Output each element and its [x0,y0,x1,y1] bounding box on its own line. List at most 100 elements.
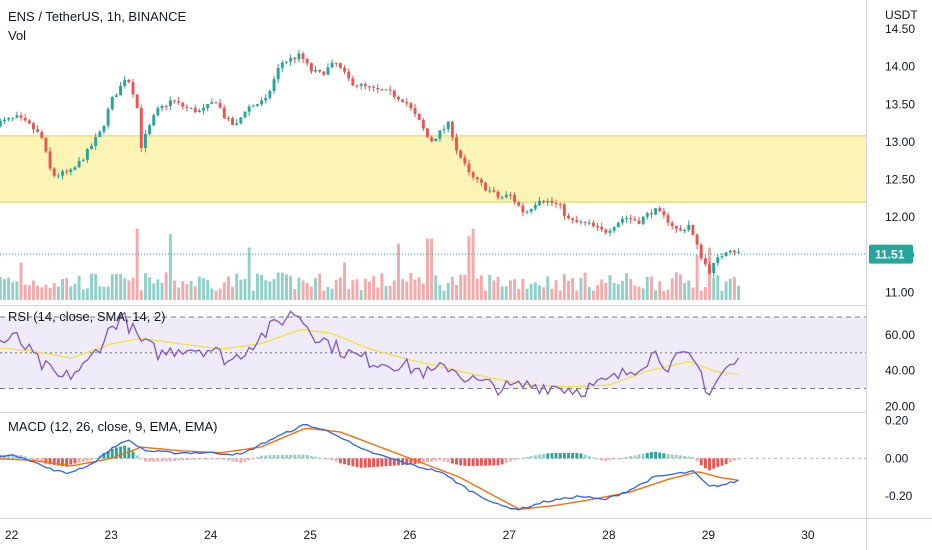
volume-bar [728,278,732,300]
candle-body [587,222,591,224]
candle-body [388,89,392,91]
candle-body [484,182,488,191]
volume-bar [571,278,575,300]
candle-body [737,252,741,254]
volume-bar [417,277,421,300]
volume-bar [550,288,554,300]
macd-histogram-bar [293,454,297,459]
volume-bar [654,290,658,300]
volume-bar [392,280,396,300]
macd-histogram-bar [52,458,56,465]
volume-bar [376,287,380,300]
macd-histogram-bar [417,458,421,464]
macd-histogram-bar [193,458,197,460]
volume-bar [119,274,123,300]
volume-bar [695,255,699,300]
candle-body [268,90,272,98]
macd-histogram-bar [173,458,176,461]
volume-bar [260,274,264,300]
candle-body [280,62,284,68]
macd-histogram-bar [708,458,711,471]
volume-bar [496,276,500,300]
candle-body [152,115,156,126]
candle-body [600,226,604,230]
candle-body [513,194,517,203]
candle-body [637,220,641,224]
macd-histogram-bar [500,458,504,465]
candle-body [264,97,268,101]
rsi-label[interactable]: RSI (14, close, SMA, 14, 2) [8,309,166,324]
volume-label[interactable]: Vol [8,28,26,43]
volume-bar [683,283,687,300]
macd-histogram-bar [260,455,264,459]
volume-bar [629,278,633,300]
volume-bar [326,287,330,300]
volume-bar [666,289,670,300]
candle-body [343,67,346,72]
candle-body [15,115,19,118]
macd-histogram-bar [596,458,599,460]
volume-bar [529,283,533,300]
macd-histogram-bar [185,458,189,461]
macd-label[interactable]: MACD (12, 26, close, 9, EMA, EMA) [8,419,218,434]
candle-body [23,117,27,121]
volume-bar [488,274,492,300]
candle-body [538,200,541,206]
macd-histogram-bar [280,454,284,459]
volume-bar [455,285,458,300]
macd-histogram-bar [114,447,118,459]
volume-bar [156,279,160,300]
volume-bar [293,289,297,300]
candle-body [376,87,380,90]
volume-bar [114,273,118,300]
volume-bar [94,273,98,300]
rsi-tick-label: 40.00 [885,364,915,378]
macd-histogram-bar [687,456,691,459]
macd-histogram-bar [272,455,276,459]
macd-histogram-bar [674,455,678,459]
macd-histogram-bar [421,458,425,463]
macd-histogram-bar [525,456,529,459]
volume-bar [280,272,284,300]
candle-body [102,125,106,132]
candle-body [504,194,508,198]
volume-bar [243,278,247,300]
candle-body [654,208,658,215]
macd-histogram-bar [699,458,703,466]
volume-bar [52,283,56,300]
time-tick-label: 30 [801,528,815,542]
volume-bar [442,290,446,300]
macd-histogram-bar [102,453,106,459]
volume-bar [23,284,27,300]
rsi-ma-line [0,329,739,388]
volume-bar [567,280,570,300]
volume-bar [218,288,222,300]
macd-histogram-bar [44,458,48,464]
candle-body [629,218,633,220]
candle-body [683,229,687,231]
candle-body [620,218,624,223]
macd-histogram-bar [61,458,64,467]
macd-histogram-bar [247,458,251,461]
candle-body [160,106,164,109]
volume-bar [189,280,193,300]
macd-histogram-bar [579,453,583,459]
candle-body [521,205,525,213]
macd-histogram-bar [309,455,313,459]
candle-body [471,172,475,178]
candle-body [218,103,222,108]
candle-body [106,109,110,126]
chart-title[interactable]: ENS / TetherUS, 1h, BINANCE [8,9,187,24]
candle-body [546,200,550,203]
price-tick-label: 13.50 [885,97,915,111]
macd-histogram-bar [459,458,463,466]
candle-body [492,190,496,192]
volume-bar [662,290,666,300]
candle-body [450,121,454,138]
volume-bar [513,279,517,300]
volume-bar [81,289,85,300]
volume-bar [131,277,135,300]
candle-body [222,107,226,119]
macd-histogram-bar [56,458,60,466]
